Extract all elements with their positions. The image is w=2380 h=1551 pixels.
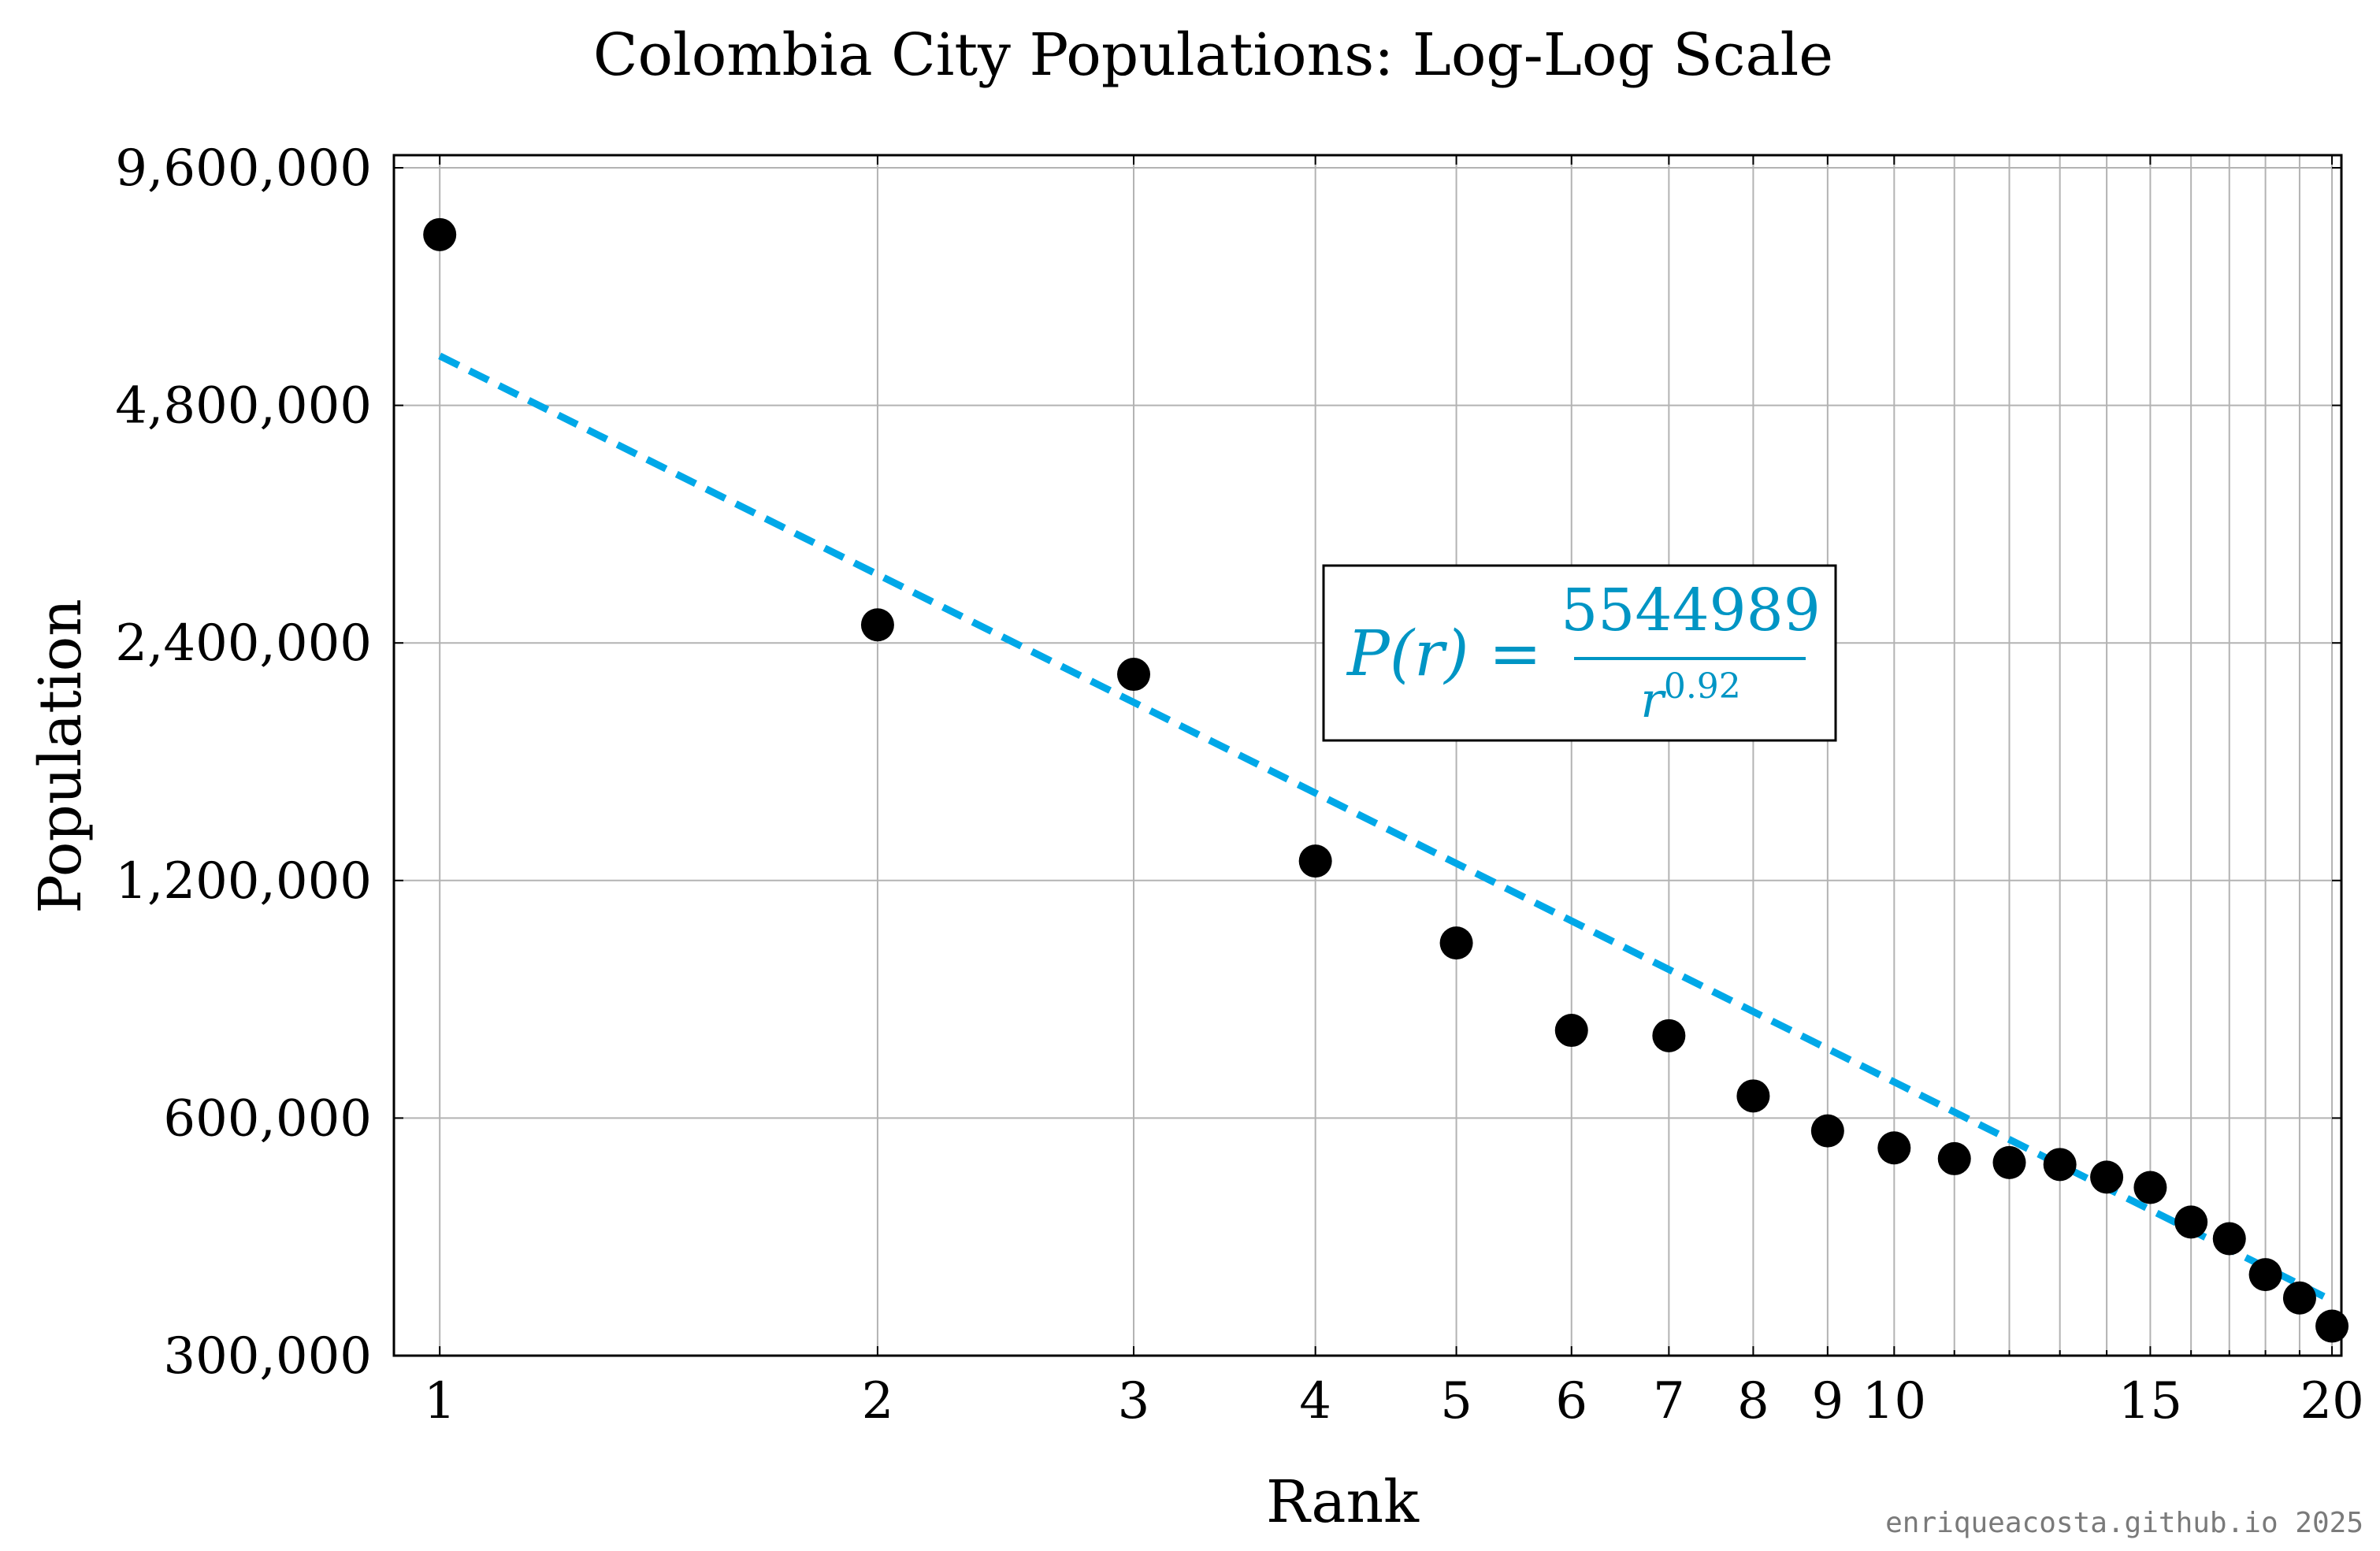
data-point <box>1439 926 1473 960</box>
y-tick-label: 9,600,000 <box>115 139 372 198</box>
data-point <box>860 608 894 642</box>
fit-line-path <box>438 352 2334 1304</box>
data-point <box>2174 1205 2208 1239</box>
fit-equation-frame <box>1322 564 1837 742</box>
data-point <box>2282 1281 2316 1315</box>
data-point <box>1877 1131 1911 1165</box>
x-tick-label: 4 <box>1299 1372 1331 1430</box>
data-point <box>1937 1141 1971 1175</box>
data-point <box>2090 1160 2124 1194</box>
data-point <box>2315 1309 2349 1343</box>
data-point <box>2133 1171 2167 1204</box>
x-tick-label: 15 <box>2118 1372 2182 1430</box>
x-axis-ticks: 1 2 3 4 5 6 7 8 9 10 15 20 <box>424 155 2364 1430</box>
data-point <box>1652 1019 1686 1052</box>
y-axis-label: Population <box>27 599 95 914</box>
data-point <box>1736 1079 1770 1113</box>
watermark: enriqueacosta.github.io 2025 <box>1885 1507 2363 1539</box>
x-tick-label: 7 <box>1653 1372 1685 1430</box>
fit-equation-box: P(r) = 5544989 r0.92 <box>1322 564 1837 742</box>
fit-equation-exponent: 0.92 <box>1664 666 1741 707</box>
x-tick-label: 8 <box>1737 1372 1769 1430</box>
y-tick-label: 4,800,000 <box>115 377 372 436</box>
data-point <box>1117 658 1151 692</box>
data-point <box>1810 1114 1844 1148</box>
chart-title: Colombia City Populations: Log-Log Scale <box>593 21 1833 89</box>
x-tick-label: 1 <box>424 1372 456 1430</box>
fit-equation-base: r <box>1640 671 1666 729</box>
data-point <box>2248 1258 2282 1292</box>
data-point <box>2043 1148 2077 1182</box>
y-tick-label: 2,400,000 <box>115 614 372 673</box>
fit-equation-numerator: 5544989 <box>1561 577 1821 644</box>
y-tick-label: 300,000 <box>163 1327 372 1386</box>
x-tick-label: 10 <box>1862 1372 1926 1430</box>
plot-frame <box>392 154 2343 1357</box>
grid <box>394 155 2341 1356</box>
y-tick-label: 1,200,000 <box>115 852 372 911</box>
data-point <box>2212 1222 2246 1256</box>
fit-equation-denominator: r0.92 <box>1640 666 1741 729</box>
x-tick-label: 20 <box>2300 1372 2363 1430</box>
data-points <box>423 217 2349 1343</box>
data-point <box>423 217 457 251</box>
x-axis-label: Rank <box>1266 1468 1420 1536</box>
y-tick-label: 600,000 <box>163 1089 372 1148</box>
data-point <box>1992 1145 2026 1179</box>
x-tick-label: 3 <box>1118 1372 1150 1430</box>
data-point <box>1554 1014 1588 1048</box>
x-tick-label: 6 <box>1555 1372 1587 1430</box>
fit-line <box>438 352 2334 1304</box>
fit-equation-prefix: P(r) = <box>1346 617 1542 690</box>
data-point <box>1298 844 1332 878</box>
x-tick-label: 9 <box>1811 1372 1843 1430</box>
x-tick-label: 5 <box>1440 1372 1472 1430</box>
y-axis-ticks: 300,000 600,000 1,200,000 2,400,000 4,800,00… <box>115 139 2341 1386</box>
x-tick-label: 2 <box>862 1372 894 1430</box>
